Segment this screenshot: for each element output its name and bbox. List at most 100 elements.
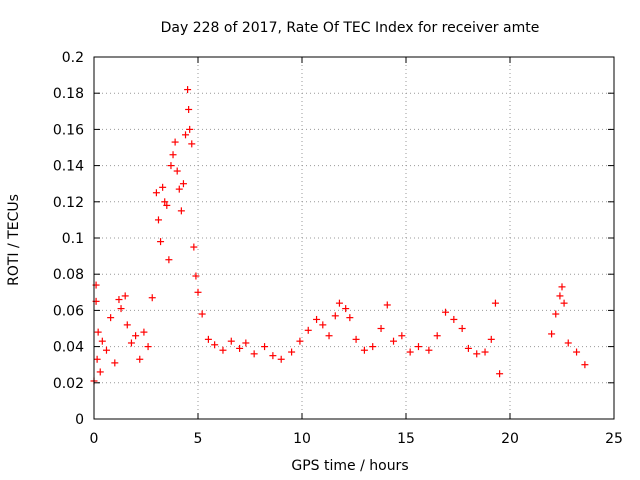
data-point <box>425 346 433 354</box>
data-point <box>346 314 354 322</box>
data-point <box>111 359 119 367</box>
data-point <box>211 341 219 349</box>
data-point <box>123 321 131 329</box>
data-point <box>325 332 333 340</box>
data-point <box>383 301 391 309</box>
data-point <box>154 216 162 224</box>
data-point <box>173 167 181 175</box>
data-point <box>152 189 160 197</box>
data-point <box>491 299 499 307</box>
data-point <box>473 350 481 358</box>
data-point <box>269 352 277 360</box>
grid-lines <box>94 57 614 419</box>
data-point <box>163 201 171 209</box>
data-point <box>98 337 106 345</box>
data-point <box>390 337 398 345</box>
data-point <box>185 105 193 113</box>
y-tick-label: 0.02 <box>53 376 84 392</box>
data-point <box>179 180 187 188</box>
data-point <box>464 344 472 352</box>
x-axis-ticks: 0 5 10 15 20 25 <box>90 57 623 447</box>
data-point <box>406 348 414 356</box>
data-point <box>192 272 200 280</box>
y-tick-label: 0.16 <box>53 122 84 138</box>
data-point <box>204 335 212 343</box>
x-tick-label: 15 <box>397 431 415 447</box>
data-point <box>558 283 566 291</box>
data-point <box>487 335 495 343</box>
data-point <box>398 332 406 340</box>
data-points <box>90 86 589 385</box>
data-point <box>377 325 385 332</box>
data-point <box>194 288 202 296</box>
data-point <box>102 346 110 354</box>
y-tick-label: 0.1 <box>62 231 84 247</box>
data-point <box>190 243 198 251</box>
data-point <box>250 350 258 358</box>
x-tick-label: 0 <box>90 431 99 447</box>
data-point <box>184 86 192 94</box>
data-point <box>132 332 140 340</box>
x-axis-label: GPS time / hours <box>291 458 408 474</box>
data-point <box>304 326 312 334</box>
data-point <box>148 294 156 302</box>
data-point <box>573 348 581 356</box>
x-tick-label: 25 <box>605 431 623 447</box>
data-point <box>140 328 148 336</box>
data-point <box>115 296 123 304</box>
data-point <box>167 162 175 170</box>
data-point <box>360 346 368 354</box>
data-point <box>261 343 269 351</box>
data-point <box>127 339 135 347</box>
data-point <box>117 305 125 313</box>
data-point <box>581 361 589 369</box>
x-tick-label: 5 <box>194 431 203 447</box>
x-tick-label: 20 <box>501 431 519 447</box>
data-point <box>93 355 101 363</box>
y-tick-label: 0.08 <box>53 267 84 283</box>
y-tick-label: 0.04 <box>53 340 84 356</box>
y-tick-label: 0.12 <box>53 195 84 211</box>
data-point <box>169 151 177 159</box>
data-point <box>188 140 196 148</box>
data-point <box>96 368 104 376</box>
data-point <box>182 131 190 139</box>
data-point <box>442 308 450 316</box>
chart-title: Day 228 of 2017, Rate Of TEC Index for r… <box>161 20 540 36</box>
y-tick-label: 0.18 <box>53 86 84 102</box>
data-point <box>496 370 504 378</box>
data-point <box>171 138 179 146</box>
data-point <box>369 343 377 351</box>
data-point <box>296 337 304 345</box>
data-point <box>94 328 102 336</box>
data-point <box>288 348 296 356</box>
data-point <box>552 310 560 318</box>
data-point <box>159 183 167 191</box>
data-point <box>157 238 165 246</box>
y-tick-label: 0 <box>75 412 84 428</box>
data-point <box>107 314 115 322</box>
data-point <box>560 299 568 307</box>
y-tick-label: 0.2 <box>62 50 84 66</box>
data-point <box>352 335 360 343</box>
data-point <box>186 125 194 133</box>
data-point <box>277 355 285 363</box>
data-point <box>198 310 206 318</box>
data-point <box>335 299 343 307</box>
data-point <box>144 343 152 351</box>
data-point <box>556 292 564 300</box>
data-point <box>313 315 321 323</box>
data-point <box>161 198 169 206</box>
data-point <box>342 305 350 313</box>
y-tick-label: 0.14 <box>53 159 84 175</box>
x-tick-label: 10 <box>293 431 311 447</box>
data-point <box>165 256 173 264</box>
data-point <box>242 339 250 347</box>
data-point <box>548 330 556 338</box>
data-point <box>177 207 185 215</box>
data-point <box>175 185 183 193</box>
data-point <box>227 337 235 345</box>
data-point <box>121 292 129 300</box>
y-axis-label: ROTI / TECUs <box>6 194 22 286</box>
data-point <box>236 344 244 352</box>
